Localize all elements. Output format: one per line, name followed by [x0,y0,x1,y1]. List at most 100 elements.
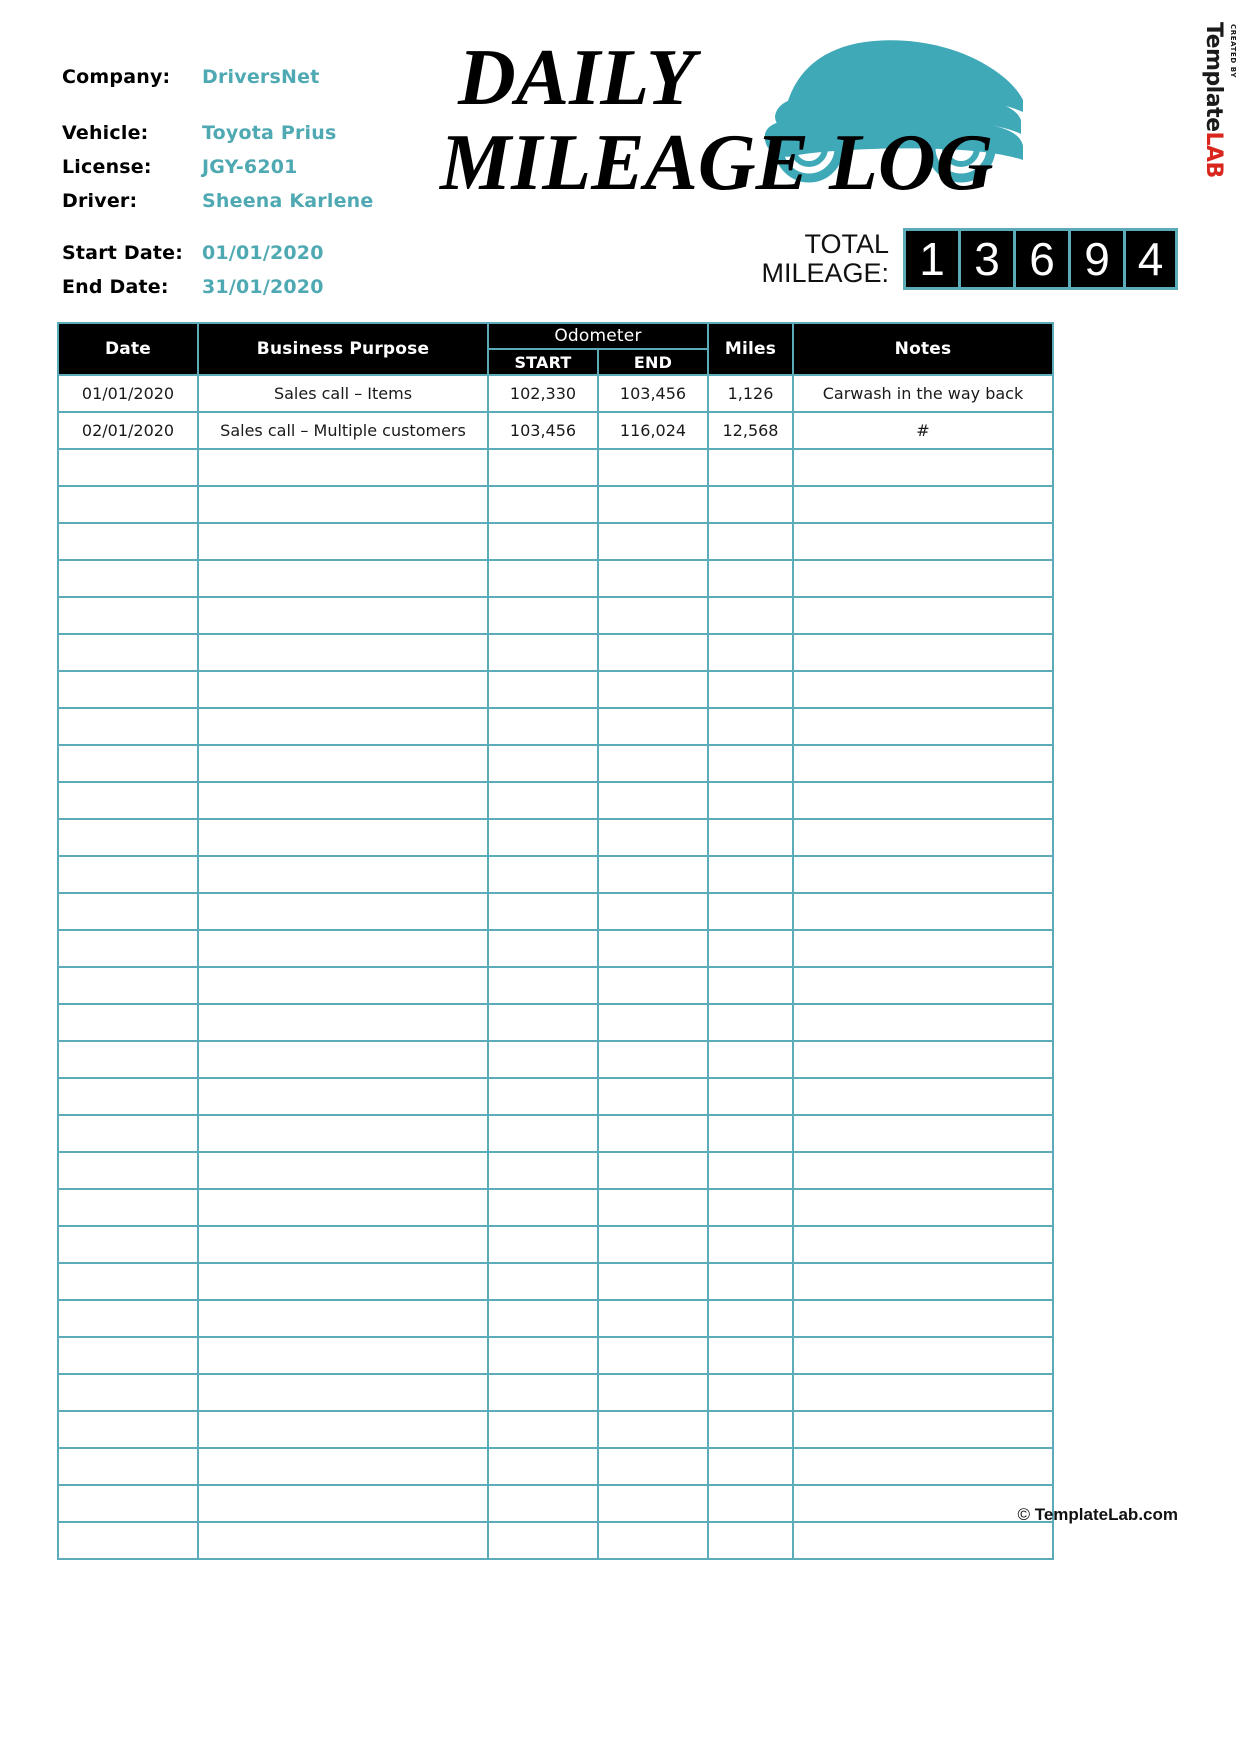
cell-odometer-end[interactable] [597,781,709,820]
cell-business-purpose[interactable] [197,633,489,672]
cell-odometer-start[interactable] [487,1003,599,1042]
cell-odometer-end[interactable] [597,670,709,709]
cell-notes[interactable] [792,1336,1054,1375]
cell-odometer-start[interactable] [487,1447,599,1486]
cell-business-purpose[interactable] [197,744,489,783]
cell-odometer-end[interactable] [597,522,709,561]
cell-odometer-end[interactable] [597,1373,709,1412]
cell-business-purpose[interactable] [197,1003,489,1042]
cell-business-purpose[interactable] [197,781,489,820]
footer-brand-link[interactable]: TemplateLab.com [1034,1505,1178,1524]
cell-odometer-start[interactable] [487,966,599,1005]
cell-miles[interactable] [707,559,794,598]
cell-date[interactable]: 01/01/2020 [57,374,199,413]
cell-date[interactable] [57,1447,199,1486]
cell-odometer-end[interactable] [597,485,709,524]
start-date-value[interactable]: 01/01/2020 [202,242,324,264]
cell-miles[interactable] [707,1484,794,1523]
cell-odometer-end[interactable] [597,1003,709,1042]
cell-notes[interactable] [792,559,1054,598]
cell-business-purpose[interactable] [197,596,489,635]
cell-miles[interactable] [707,966,794,1005]
cell-date[interactable] [57,522,199,561]
cell-odometer-start[interactable] [487,707,599,746]
cell-odometer-start[interactable]: 103,456 [487,411,599,450]
cell-business-purpose[interactable]: Sales call – Multiple customers [197,411,489,450]
cell-notes[interactable] [792,1484,1054,1523]
cell-miles[interactable] [707,485,794,524]
cell-business-purpose[interactable] [197,448,489,487]
cell-date[interactable] [57,1410,199,1449]
cell-date[interactable] [57,1188,199,1227]
cell-miles[interactable] [707,670,794,709]
cell-odometer-start[interactable] [487,485,599,524]
cell-date[interactable] [57,1225,199,1264]
cell-miles[interactable] [707,1151,794,1190]
cell-date[interactable] [57,1151,199,1190]
cell-notes[interactable] [792,596,1054,635]
cell-date[interactable] [57,929,199,968]
cell-business-purpose[interactable] [197,1225,489,1264]
cell-miles[interactable] [707,1262,794,1301]
cell-odometer-start[interactable] [487,1077,599,1116]
templatelab-logo[interactable]: CREATED BY Template LAB [1186,18,1237,208]
cell-date[interactable] [57,670,199,709]
cell-odometer-end[interactable] [597,1077,709,1116]
cell-business-purpose[interactable] [197,1040,489,1079]
cell-miles[interactable] [707,1336,794,1375]
cell-business-purpose[interactable] [197,966,489,1005]
cell-notes[interactable] [792,1151,1054,1190]
cell-business-purpose[interactable] [197,1521,489,1560]
cell-notes[interactable] [792,707,1054,746]
cell-notes[interactable] [792,522,1054,561]
cell-miles[interactable] [707,1299,794,1338]
cell-miles[interactable] [707,818,794,857]
cell-odometer-end[interactable] [597,744,709,783]
cell-date[interactable] [57,1262,199,1301]
cell-date[interactable] [57,559,199,598]
cell-miles[interactable]: 12,568 [707,411,794,450]
cell-odometer-end[interactable]: 103,456 [597,374,709,413]
cell-odometer-end[interactable] [597,1521,709,1560]
cell-miles[interactable] [707,1077,794,1116]
cell-business-purpose[interactable] [197,818,489,857]
cell-notes[interactable] [792,485,1054,524]
cell-date[interactable] [57,707,199,746]
cell-date[interactable] [57,596,199,635]
cell-odometer-start[interactable] [487,633,599,672]
cell-miles[interactable] [707,522,794,561]
cell-business-purpose[interactable] [197,1077,489,1116]
cell-business-purpose[interactable] [197,929,489,968]
cell-date[interactable] [57,1040,199,1079]
cell-odometer-end[interactable] [597,1410,709,1449]
cell-miles[interactable] [707,929,794,968]
cell-miles[interactable] [707,1040,794,1079]
cell-odometer-end[interactable] [597,1447,709,1486]
cell-date[interactable] [57,1336,199,1375]
cell-odometer-start[interactable] [487,1336,599,1375]
cell-date[interactable] [57,855,199,894]
cell-date[interactable] [57,1484,199,1523]
cell-business-purpose[interactable]: Sales call – Items [197,374,489,413]
cell-business-purpose[interactable] [197,559,489,598]
cell-odometer-end[interactable] [597,855,709,894]
cell-odometer-end[interactable] [597,559,709,598]
cell-odometer-end[interactable] [597,1262,709,1301]
cell-notes[interactable] [792,1003,1054,1042]
cell-notes[interactable] [792,1410,1054,1449]
cell-notes[interactable] [792,966,1054,1005]
cell-odometer-end[interactable] [597,633,709,672]
cell-notes[interactable] [792,929,1054,968]
cell-business-purpose[interactable] [197,1410,489,1449]
cell-business-purpose[interactable] [197,1262,489,1301]
cell-odometer-end[interactable] [597,1188,709,1227]
cell-miles[interactable] [707,892,794,931]
cell-odometer-end[interactable] [597,1151,709,1190]
cell-date[interactable] [57,818,199,857]
cell-notes[interactable]: # [792,411,1054,450]
cell-business-purpose[interactable] [197,1151,489,1190]
mileage-digit-5[interactable]: 4 [1123,228,1178,290]
cell-date[interactable] [57,966,199,1005]
cell-odometer-end[interactable] [597,818,709,857]
cell-miles[interactable] [707,1447,794,1486]
